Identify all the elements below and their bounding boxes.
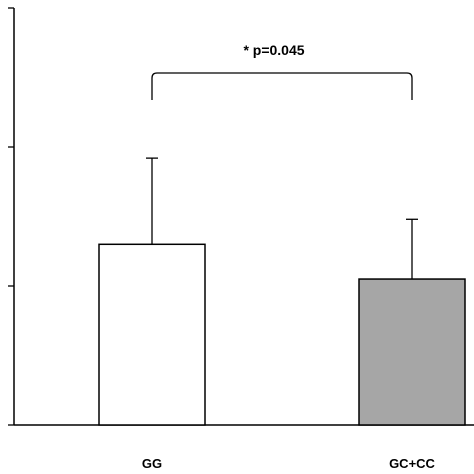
error-bars	[146, 157, 418, 280]
category-label-gg: GG	[142, 456, 162, 471]
significance-annotation: * p=0.045	[151, 42, 413, 100]
bar-gg	[98, 243, 206, 426]
significance-label: * p=0.045	[243, 42, 304, 58]
bars	[98, 243, 466, 426]
significance-bracket	[151, 72, 413, 100]
category-label-gc-cc: GC+CC	[389, 456, 435, 471]
bar-gc-cc	[358, 278, 466, 426]
category-labels: GG GC+CC	[142, 456, 436, 471]
